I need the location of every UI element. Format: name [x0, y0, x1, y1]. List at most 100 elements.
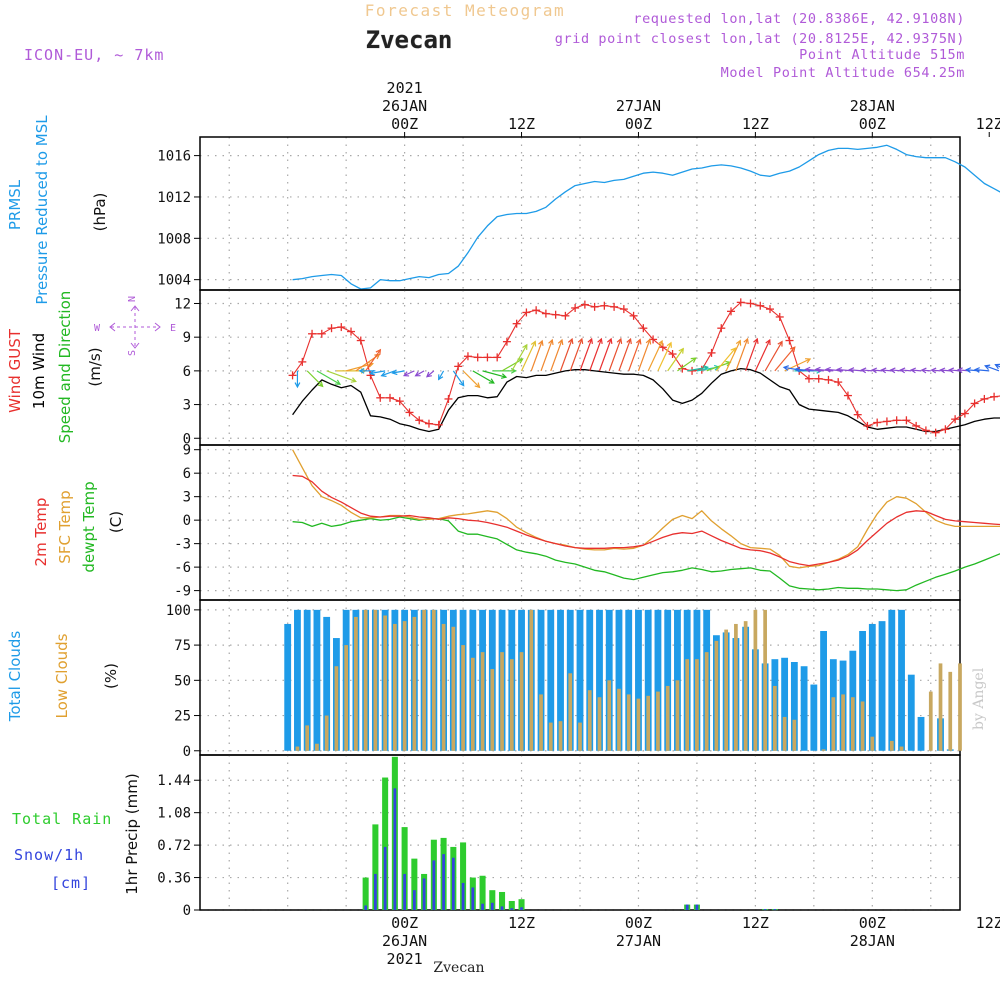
low-cloud-bar: [870, 736, 875, 751]
wind-arrow: [550, 338, 564, 372]
dewpt-label: dewpt Temp: [80, 481, 98, 572]
total-cloud-bar: [284, 623, 292, 751]
wind-arrow-head: [666, 341, 672, 348]
gust-marker: [571, 303, 580, 312]
wind-arrow-shaft: [931, 369, 941, 372]
low-cloud-bar: [480, 652, 485, 751]
low-cloud-bar: [295, 746, 300, 751]
sfc-temp-label: SFC Temp: [56, 490, 74, 563]
wind-arrow: [589, 337, 603, 372]
gust-marker: [600, 301, 609, 310]
wind-arrow-head: [678, 347, 684, 354]
low-cloud-bar: [763, 609, 767, 751]
wind-arrow-head: [597, 337, 603, 344]
wind-arrow: [608, 337, 623, 372]
snow-bar: [364, 905, 368, 910]
rain-bar: [372, 824, 379, 910]
wind-arrow-head: [973, 367, 980, 373]
wind-arrow-shaft: [725, 340, 741, 372]
point-altitude: Point Altitude 515m: [799, 47, 965, 63]
gust-marker: [756, 301, 765, 310]
low-cloud-bar: [344, 645, 349, 751]
wind-arrow-head: [965, 367, 972, 373]
y-tick-label: 12: [174, 296, 191, 312]
wind-arrow-shaft: [472, 370, 495, 384]
wind-arrow-shaft: [949, 369, 961, 372]
wind-arrow-shaft: [975, 369, 990, 372]
wind-arrow-shaft: [784, 358, 811, 372]
y-tick-label: 3: [183, 398, 191, 414]
low-cloud-bar: [587, 690, 592, 751]
wind-arrow-shaft: [392, 370, 405, 374]
y-tick-label: 0: [183, 431, 191, 447]
low-cloud-bar: [363, 609, 368, 751]
gust-marker: [941, 425, 950, 434]
gust-marker: [551, 310, 560, 319]
wind-arrow-head: [548, 338, 554, 346]
wind-arrow-head: [358, 367, 365, 374]
snow-bar: [773, 909, 777, 911]
wind-arrow: [880, 367, 892, 374]
wind-arrow-head: [577, 337, 584, 344]
wind-arrow: [848, 367, 863, 373]
gust-marker: [541, 309, 550, 318]
total-cloud-bar: [820, 631, 827, 751]
total-cloud-bar: [557, 609, 564, 751]
snow-bar: [393, 788, 397, 910]
y-tick-label: 0.36: [157, 871, 191, 887]
compass-e-head: [154, 322, 161, 332]
low-cloud-bar: [704, 652, 709, 751]
wind-arrow: [754, 338, 771, 372]
wind-arrow-head: [350, 377, 357, 383]
wind-arrow-shaft: [608, 338, 622, 372]
wind-arrow-head: [871, 367, 878, 374]
low-cloud-bar: [850, 697, 855, 751]
gust-marker: [590, 302, 599, 311]
gust-marker: [386, 393, 394, 402]
gust-marker: [415, 416, 424, 425]
wind-arrow-head: [848, 367, 855, 373]
low-cloud-bar: [470, 657, 475, 751]
low-cloud-bar: [889, 740, 894, 751]
wind-arrow-shaft: [657, 342, 672, 372]
y-tick-label: 0: [183, 903, 191, 919]
gust-marker: [990, 392, 999, 401]
y-tick-label: -3: [174, 537, 191, 553]
wind-arrow-head: [814, 366, 821, 373]
gust-marker: [444, 394, 453, 403]
low-cloud-bar: [597, 697, 602, 751]
wind-arrow: [939, 367, 951, 374]
snow-bar: [422, 878, 426, 910]
time-label-top: 12Z: [508, 115, 535, 133]
rain-bar: [518, 899, 525, 910]
model-altitude: Model Point Altitude 654.25m: [721, 65, 965, 81]
wind10-label: 10m Wind: [30, 333, 48, 409]
wind-arrow: [794, 366, 814, 373]
wind-arrow-head: [899, 367, 906, 374]
wind-arrow: [369, 369, 386, 376]
temp2m-line: [292, 474, 1000, 567]
wind-arrow-head: [909, 367, 917, 374]
wind-arrow-head: [294, 382, 301, 389]
low-cloud-bar: [578, 722, 582, 751]
wind-arrow: [569, 337, 584, 372]
wind-arrow: [637, 338, 652, 372]
gust-marker: [376, 393, 385, 402]
precip-ylabel: 1hr Precip (mm): [123, 773, 141, 894]
total-cloud-bar: [294, 609, 301, 751]
total-cloud-bar: [654, 609, 662, 751]
low-cloud-bar: [548, 722, 553, 751]
gust-marker: [639, 324, 648, 333]
wind-arrow-shaft: [415, 370, 425, 377]
wind-arrow: [899, 367, 912, 374]
gust-marker: [493, 353, 502, 362]
wind-arrow-shaft: [754, 339, 771, 372]
wind-arrow-head: [956, 367, 963, 374]
wind-arrow-head: [522, 343, 528, 350]
snow-bar: [374, 873, 377, 910]
compass-rose: N S W E: [94, 296, 176, 356]
wind-arrow-head: [930, 367, 937, 374]
low-cloud-bar: [402, 621, 407, 751]
gust-marker: [912, 421, 921, 430]
